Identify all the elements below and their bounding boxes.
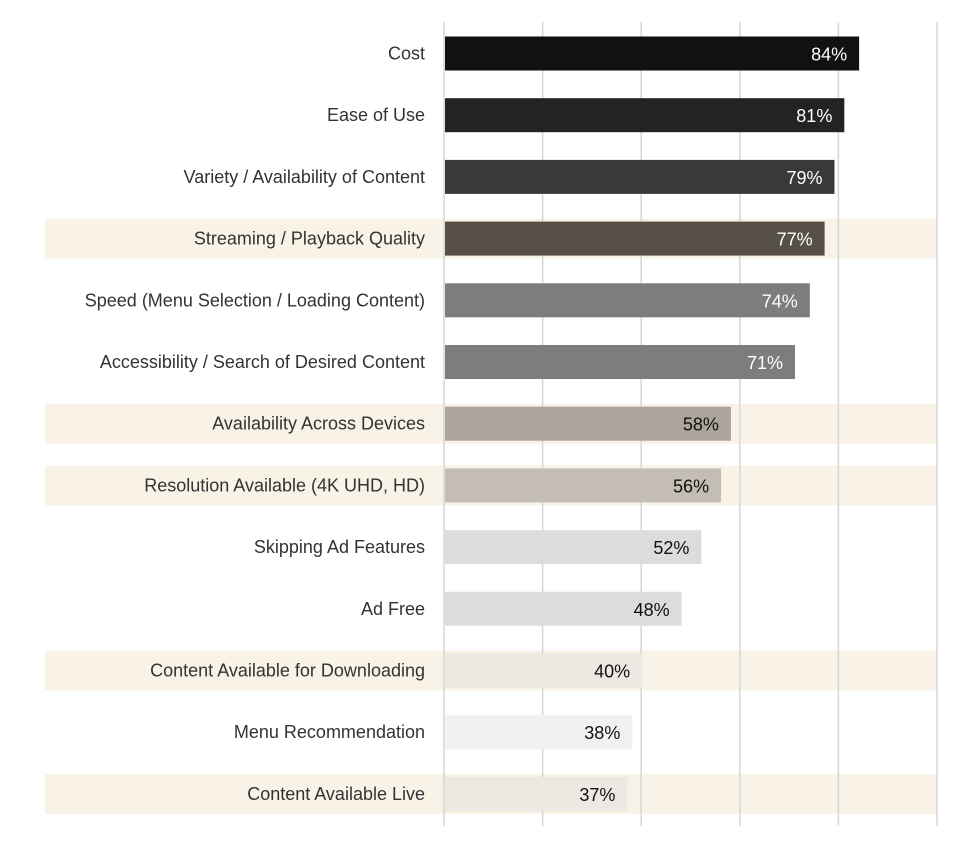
category-label: Content Available Live (247, 784, 425, 804)
category-label: Menu Recommendation (234, 722, 425, 742)
value-label: 58% (683, 415, 719, 435)
category-label: Resolution Available (4K UHD, HD) (144, 475, 425, 495)
bar (445, 468, 722, 503)
value-label: 56% (673, 476, 709, 496)
category-label: Accessibility / Search of Desired Conten… (100, 352, 425, 372)
bar (445, 283, 810, 318)
bars (445, 36, 860, 811)
value-label: 48% (634, 600, 670, 620)
value-label: 71% (747, 353, 783, 373)
value-labels: 84% 81% 79% 77% 74% 71% 58% 56% 52% 48% 40% 38% 37% (579, 45, 847, 805)
category-labels: Cost Ease of Use Variety / Availability of… (85, 44, 425, 804)
value-label: 37% (579, 785, 615, 805)
bar (445, 653, 643, 688)
category-label: Ad Free (361, 599, 425, 619)
bar (445, 591, 682, 626)
bar (445, 36, 860, 71)
value-label: 79% (786, 168, 822, 188)
value-label: 84% (811, 45, 847, 65)
category-label: Variety / Availability of Content (184, 167, 425, 187)
value-label: 38% (584, 723, 620, 743)
value-label: 77% (777, 230, 813, 250)
bar (445, 98, 845, 133)
bar (445, 345, 796, 379)
category-label: Content Available for Downloading (150, 661, 425, 681)
bar (445, 776, 628, 811)
value-label: 81% (796, 106, 832, 126)
value-label: 52% (653, 538, 689, 558)
bar (445, 530, 702, 565)
bar (445, 406, 731, 441)
category-label: Ease of Use (327, 105, 425, 125)
category-label: Streaming / Playback Quality (194, 229, 425, 249)
category-label: Availability Across Devices (212, 414, 425, 434)
value-label: 40% (594, 662, 630, 682)
bar (445, 159, 835, 194)
bar (445, 221, 825, 256)
category-label: Skipping Ad Features (254, 537, 425, 557)
bar (445, 715, 633, 750)
category-label: Speed (Menu Selection / Loading Content) (85, 290, 425, 310)
category-label: Cost (388, 44, 425, 64)
value-label: 74% (762, 291, 798, 311)
